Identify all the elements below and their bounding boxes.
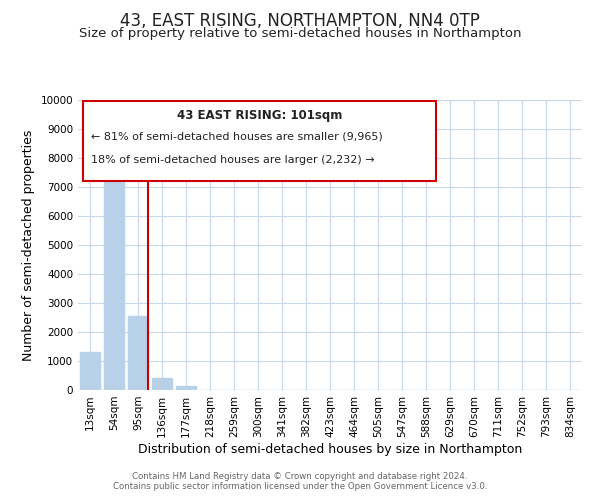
- Y-axis label: Number of semi-detached properties: Number of semi-detached properties: [22, 130, 35, 360]
- X-axis label: Distribution of semi-detached houses by size in Northampton: Distribution of semi-detached houses by …: [138, 442, 522, 456]
- Text: 43 EAST RISING: 101sqm: 43 EAST RISING: 101sqm: [177, 108, 342, 122]
- Text: 43, EAST RISING, NORTHAMPTON, NN4 0TP: 43, EAST RISING, NORTHAMPTON, NN4 0TP: [120, 12, 480, 30]
- Text: Contains HM Land Registry data © Crown copyright and database right 2024.: Contains HM Land Registry data © Crown c…: [132, 472, 468, 481]
- Bar: [80, 352, 100, 390]
- Text: Contains public sector information licensed under the Open Government Licence v3: Contains public sector information licen…: [113, 482, 487, 491]
- FancyBboxPatch shape: [83, 102, 436, 181]
- Text: 18% of semi-detached houses are larger (2,232) →: 18% of semi-detached houses are larger (…: [91, 155, 374, 165]
- Bar: [176, 386, 196, 390]
- Text: ← 81% of semi-detached houses are smaller (9,965): ← 81% of semi-detached houses are smalle…: [91, 132, 382, 142]
- Bar: [104, 158, 124, 390]
- Bar: [152, 378, 172, 390]
- Text: Size of property relative to semi-detached houses in Northampton: Size of property relative to semi-detach…: [79, 28, 521, 40]
- Bar: [128, 316, 148, 390]
